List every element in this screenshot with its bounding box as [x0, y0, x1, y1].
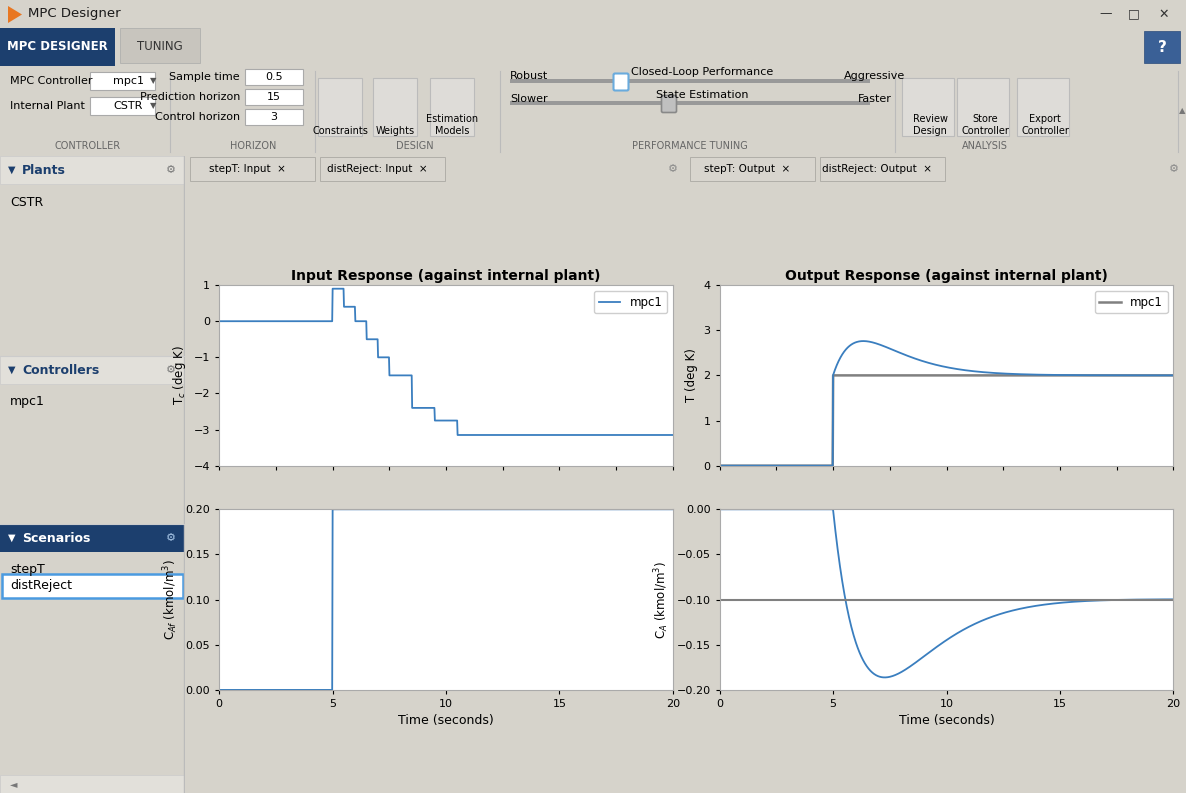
Bar: [957, 78, 1009, 136]
Bar: [2, 574, 183, 598]
Bar: [510, 79, 871, 83]
Text: —: —: [1099, 7, 1112, 21]
Y-axis label: T$_c$ (deg K): T$_c$ (deg K): [171, 346, 187, 405]
Bar: [374, 78, 417, 136]
Bar: [0, 524, 185, 552]
Text: PERFORMANCE TUNING: PERFORMANCE TUNING: [632, 141, 748, 151]
Text: Control horizon: Control horizon: [155, 112, 240, 122]
Text: 15: 15: [267, 92, 281, 102]
Text: MPC Controller: MPC Controller: [9, 76, 93, 86]
Text: MPC Designer: MPC Designer: [28, 7, 121, 21]
Text: MPC DESIGNER: MPC DESIGNER: [7, 40, 108, 53]
Text: mpc1: mpc1: [113, 76, 144, 86]
Text: □: □: [1128, 7, 1140, 21]
Bar: [820, 157, 945, 181]
Text: ▼: ▼: [149, 76, 157, 86]
Legend: mpc1: mpc1: [1095, 291, 1167, 313]
Text: ⚙: ⚙: [166, 165, 176, 175]
Bar: [1018, 78, 1069, 136]
Text: stepT: Output  ×: stepT: Output ×: [703, 164, 790, 174]
Text: HORIZON: HORIZON: [230, 141, 276, 151]
Legend: mpc1: mpc1: [594, 291, 667, 313]
X-axis label: Time (seconds): Time (seconds): [398, 714, 493, 727]
Text: Export
Controller: Export Controller: [1021, 114, 1069, 136]
Text: Prediction horizon: Prediction horizon: [140, 92, 240, 102]
Text: CSTR: CSTR: [113, 101, 142, 111]
FancyBboxPatch shape: [613, 74, 629, 90]
Text: stepT: stepT: [9, 564, 45, 577]
Text: ⚙: ⚙: [166, 365, 176, 375]
Text: ▲: ▲: [1179, 106, 1185, 116]
Title: Output Response (against internal plant): Output Response (against internal plant): [785, 269, 1108, 282]
Bar: [318, 78, 362, 136]
Y-axis label: C$_{Af}$ (kmol/m$^3$): C$_{Af}$ (kmol/m$^3$): [161, 559, 180, 640]
Bar: [246, 89, 302, 105]
X-axis label: Time (seconds): Time (seconds): [899, 714, 994, 727]
Text: ▼: ▼: [8, 365, 15, 375]
Bar: [246, 69, 302, 85]
Bar: [690, 157, 815, 181]
Bar: [431, 78, 474, 136]
Text: distReject: Output  ×: distReject: Output ×: [822, 164, 932, 174]
Title: Input Response (against internal plant): Input Response (against internal plant): [292, 269, 601, 282]
Text: DESIGN: DESIGN: [396, 141, 434, 151]
Text: 0.5: 0.5: [266, 72, 282, 82]
Y-axis label: T (deg K): T (deg K): [684, 348, 697, 402]
Text: Slower: Slower: [510, 94, 548, 104]
Bar: [190, 157, 315, 181]
Text: Closed-Loop Performance: Closed-Loop Performance: [631, 67, 773, 77]
Polygon shape: [8, 6, 23, 23]
Text: 3: 3: [270, 112, 278, 122]
Bar: [90, 72, 155, 90]
Bar: [320, 157, 445, 181]
Bar: [1144, 31, 1180, 63]
Bar: [90, 97, 155, 115]
Bar: [246, 109, 302, 125]
Text: ▼: ▼: [8, 533, 15, 543]
Text: ⚙: ⚙: [166, 533, 176, 543]
Bar: [0, 28, 115, 66]
Text: CONTROLLER: CONTROLLER: [55, 141, 121, 151]
Text: Controllers: Controllers: [23, 363, 100, 377]
Text: Scenarios: Scenarios: [23, 531, 90, 545]
Bar: [903, 78, 954, 136]
Text: State Estimation: State Estimation: [656, 90, 748, 100]
Text: distReject: Input  ×: distReject: Input ×: [326, 164, 427, 174]
Text: Internal Plant: Internal Plant: [9, 101, 85, 111]
Text: Estimation
Models: Estimation Models: [426, 114, 478, 136]
Text: stepT: Input  ×: stepT: Input ×: [209, 164, 286, 174]
Text: ▼: ▼: [149, 102, 157, 110]
Bar: [510, 101, 871, 105]
Text: Weights: Weights: [376, 126, 415, 136]
FancyBboxPatch shape: [662, 95, 676, 113]
Bar: [0, 356, 185, 384]
Text: ◄: ◄: [9, 779, 18, 789]
Text: Plants: Plants: [23, 163, 66, 177]
Text: TUNING: TUNING: [138, 40, 183, 52]
Text: ✕: ✕: [1159, 7, 1169, 21]
Text: mpc1: mpc1: [9, 396, 45, 408]
Text: ANALYSIS: ANALYSIS: [962, 141, 1008, 151]
Text: Aggressive: Aggressive: [844, 71, 906, 81]
Text: Review
Design: Review Design: [912, 114, 948, 136]
Text: Sample time: Sample time: [170, 72, 240, 82]
Text: ⚙: ⚙: [668, 164, 678, 174]
Text: ▼: ▼: [8, 165, 15, 175]
Text: ?: ?: [1158, 40, 1167, 55]
Bar: [0, 156, 185, 184]
Bar: [120, 28, 200, 63]
Y-axis label: C$_A$ (kmol/m$^3$): C$_A$ (kmol/m$^3$): [652, 561, 671, 638]
Text: Robust: Robust: [510, 71, 548, 81]
Bar: [0, 775, 185, 793]
Text: Faster: Faster: [857, 94, 892, 104]
Text: Store
Controller: Store Controller: [961, 114, 1009, 136]
Text: distReject: distReject: [9, 580, 72, 592]
Bar: [449, 157, 680, 181]
Text: ⚙: ⚙: [1169, 164, 1179, 174]
Text: Constraints: Constraints: [312, 126, 368, 136]
Text: CSTR: CSTR: [9, 196, 43, 209]
